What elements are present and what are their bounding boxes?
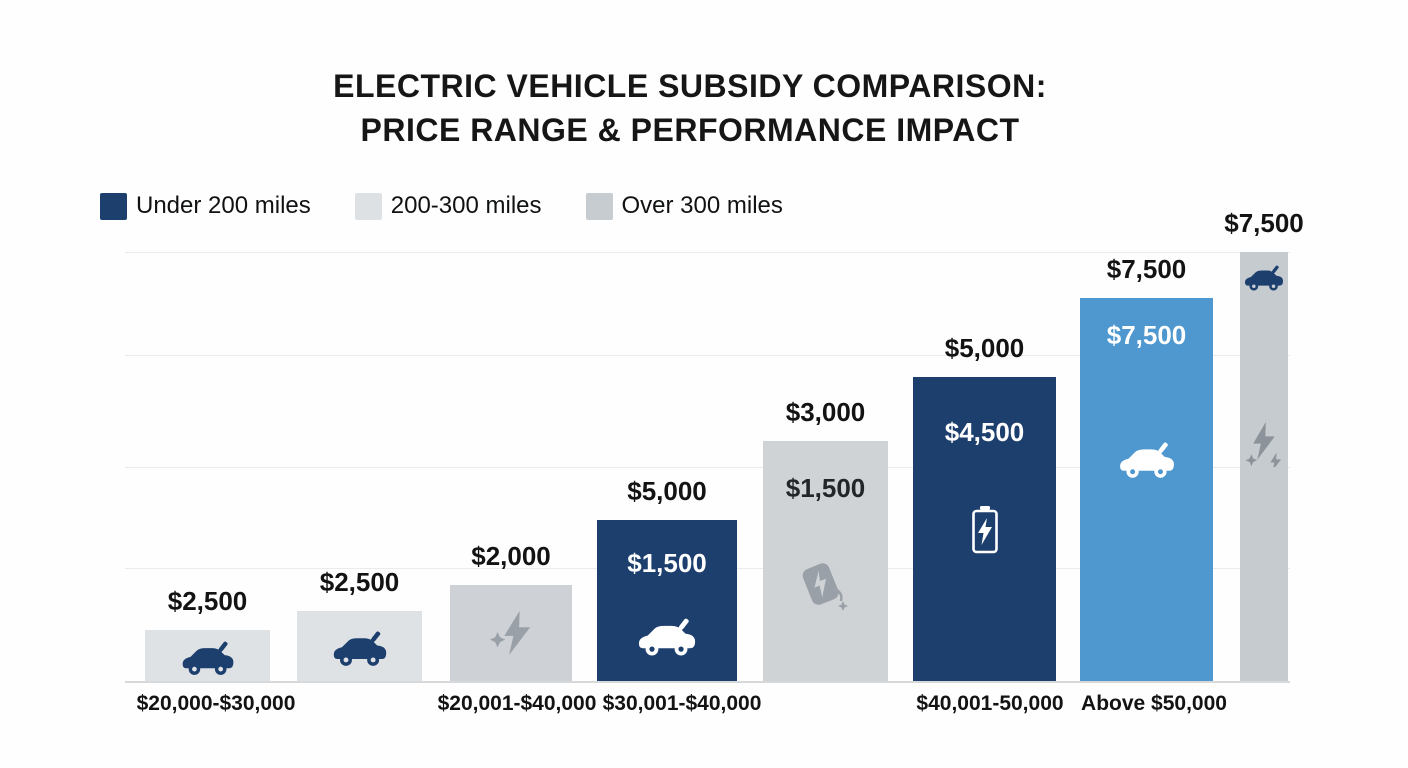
bar: $7,500 (1080, 298, 1213, 681)
legend-item: 200-300 miles (354, 192, 542, 220)
bar: $1,500 (763, 441, 888, 681)
x-axis-label: $40,001-50,000 (916, 692, 1064, 715)
bar-value-label: $7,500 (1106, 254, 1187, 284)
bar-value-label: $2,000 (471, 541, 551, 571)
ev-car-icon (636, 618, 698, 659)
bar-inside-label: $1,500 (785, 473, 866, 503)
ev-car-icon (1243, 265, 1285, 293)
legend-swatch (585, 192, 613, 220)
legend-label: Under 200 miles (136, 192, 311, 219)
title-line-1: ELECTRIC VEHICLE SUBSIDY COMPARISON: (333, 68, 1047, 104)
x-axis-label: $30,001-$40,000 (602, 692, 762, 715)
title-line-2: PRICE RANGE & PERFORMANCE IMPACT (360, 112, 1020, 148)
x-axis-line (125, 681, 1290, 683)
bar-value-label: $3,000 (785, 397, 866, 427)
ev-car-icon (1117, 442, 1177, 481)
bar (1240, 252, 1288, 681)
x-axis-label: Above $50,000 (1081, 692, 1227, 715)
bar-value-label: $2,500 (319, 567, 400, 597)
bar-value-label: $7,500 (1224, 208, 1304, 238)
battery-charge-icon (970, 505, 1000, 555)
legend-label: Over 300 miles (621, 192, 783, 219)
legend-swatch (354, 192, 382, 220)
bar-value-label: $2,500 (167, 586, 248, 616)
page-title: ELECTRIC VEHICLE SUBSIDY COMPARISON: PRI… (0, 64, 1380, 152)
bar-value-label: $5,000 (627, 476, 707, 506)
bar: $1,500 (597, 520, 737, 681)
legend-swatch (100, 192, 127, 220)
bar-inside-label: $4,500 (944, 417, 1025, 447)
legend: Under 200 miles 200-300 miles Over 300 mil… (100, 192, 783, 220)
bar-value-label: $5,000 (944, 333, 1025, 363)
gridline (125, 467, 1290, 468)
lightning-sparks-icon (1244, 422, 1284, 471)
bar (297, 611, 422, 681)
legend-item: Over 300 miles (585, 192, 783, 220)
bar-inside-label: $7,500 (1106, 320, 1187, 350)
x-axis-label: $20,000-$30,000 (136, 692, 296, 715)
bar: $4,500 (913, 377, 1056, 681)
charging-pump-icon (799, 559, 853, 615)
ev-car-icon (180, 641, 236, 678)
gridline (125, 355, 1290, 356)
legend-item: Under 200 miles (100, 192, 311, 220)
bar (145, 630, 270, 681)
lightning-spark-icon (488, 609, 534, 655)
x-axis-label: $20,001-$40,000 (437, 692, 597, 715)
legend-label: 200-300 miles (390, 192, 542, 219)
bar-inside-label: $1,500 (627, 548, 707, 578)
bar (450, 585, 572, 681)
ev-car-icon (331, 631, 389, 669)
gridline (125, 252, 1290, 253)
